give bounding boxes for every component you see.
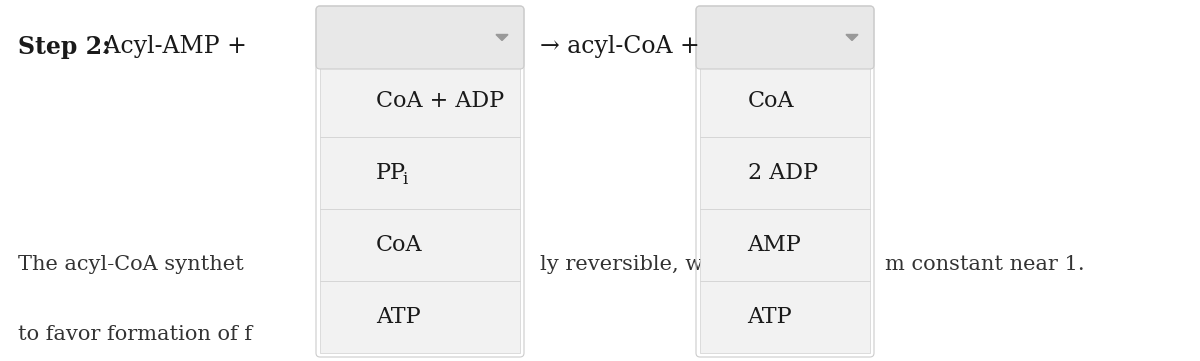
FancyBboxPatch shape <box>320 281 520 353</box>
FancyBboxPatch shape <box>700 281 870 353</box>
Text: m constant near 1.: m constant near 1. <box>886 255 1085 274</box>
Text: i: i <box>402 171 407 188</box>
FancyBboxPatch shape <box>696 6 874 69</box>
FancyBboxPatch shape <box>320 137 520 209</box>
FancyBboxPatch shape <box>700 65 870 137</box>
Text: ly reversible, with: ly reversible, with <box>540 255 732 274</box>
Text: to favor formation of f: to favor formation of f <box>18 325 252 344</box>
FancyBboxPatch shape <box>700 137 870 209</box>
Text: 2 ADP: 2 ADP <box>748 162 817 184</box>
Polygon shape <box>846 35 858 40</box>
Text: → acyl-CoA +: → acyl-CoA + <box>540 35 700 58</box>
Text: PP: PP <box>376 162 406 184</box>
Text: CoA: CoA <box>376 234 422 256</box>
Text: ATP: ATP <box>748 306 792 328</box>
Text: The acyl-CoA synthet: The acyl-CoA synthet <box>18 255 244 274</box>
Text: Acyl-AMP +: Acyl-AMP + <box>96 35 247 58</box>
FancyBboxPatch shape <box>320 209 520 281</box>
FancyBboxPatch shape <box>316 6 524 69</box>
Polygon shape <box>496 35 508 40</box>
Text: AMP: AMP <box>748 234 802 256</box>
Text: ATP: ATP <box>376 306 421 328</box>
Text: CoA + ADP: CoA + ADP <box>376 90 504 112</box>
Text: CoA: CoA <box>748 90 794 112</box>
FancyBboxPatch shape <box>700 209 870 281</box>
Text: Step 2:: Step 2: <box>18 35 110 59</box>
FancyBboxPatch shape <box>320 65 520 137</box>
